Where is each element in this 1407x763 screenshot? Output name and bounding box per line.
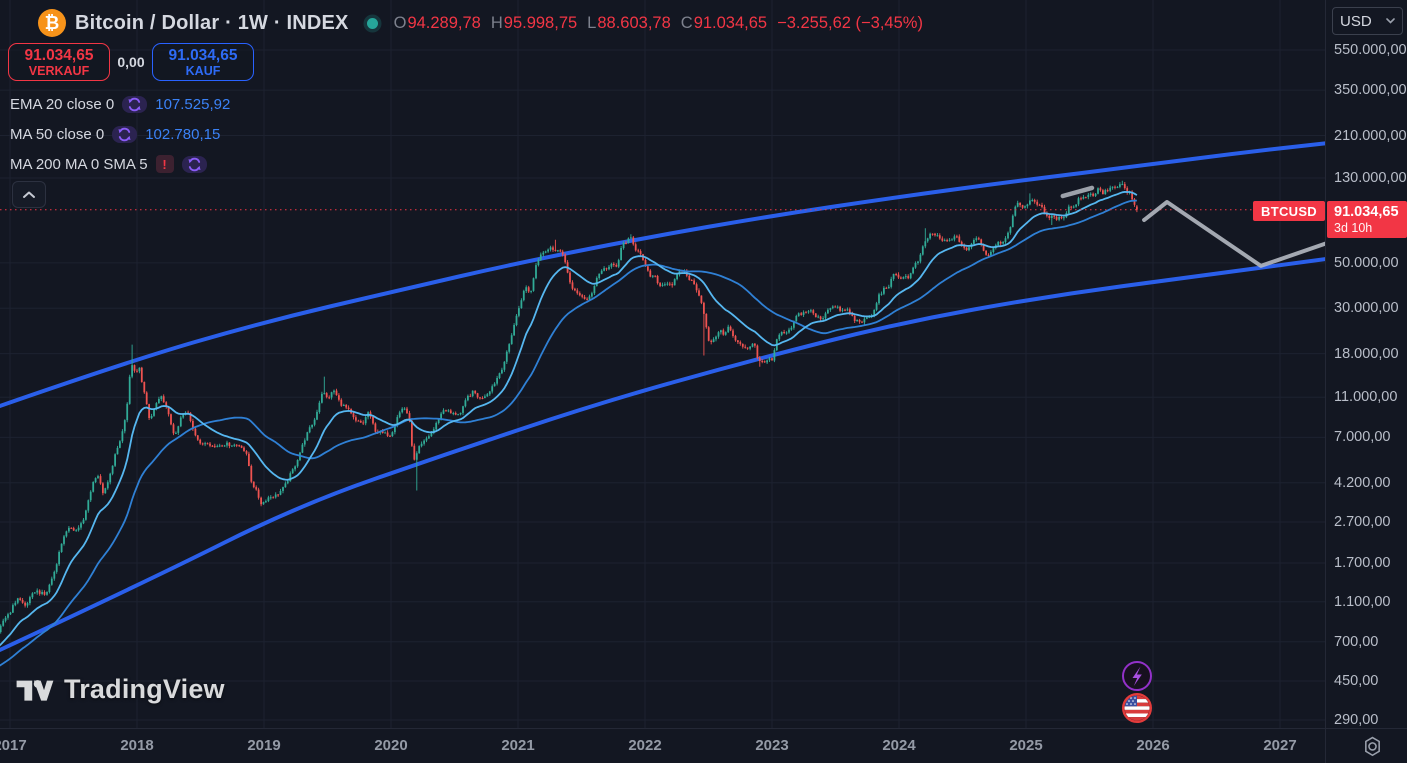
price-axis-label: 450,00 — [1334, 673, 1379, 689]
price-axis-label: 18.000,00 — [1334, 345, 1399, 362]
axis-settings-gear-icon[interactable] — [1360, 734, 1385, 759]
high-value: 95.998,75 — [503, 13, 578, 32]
buy-label: KAUF — [185, 63, 221, 78]
lightning-event-icon[interactable] — [1122, 661, 1152, 691]
close-label: C — [680, 13, 693, 32]
price-axis-label: 210.000,00 — [1334, 127, 1407, 144]
time-axis-year-label: 2025 — [1009, 737, 1043, 754]
price-axis-label: 50.000,00 — [1334, 254, 1399, 271]
sell-price: 91.034,65 — [24, 46, 94, 64]
indicator-name: EMA 20 close 0 — [10, 95, 115, 113]
price-axis-label: 1.700,00 — [1334, 555, 1391, 571]
price-axis-label: 550.000,00 — [1334, 42, 1407, 58]
bitcoin-icon: ₿ — [38, 9, 66, 37]
price-axis-label: 4.200,00 — [1334, 474, 1391, 491]
loading-spinner-icon — [122, 95, 148, 113]
indicator-value: 102.780,15 — [145, 125, 221, 143]
ohlc-readout: O 94.289,78 H 95.998,75 L 88.603,78 C 91.034… — [394, 14, 923, 33]
currency-dropdown[interactable]: USD — [1332, 7, 1403, 35]
price-projection-drawing[interactable] — [1060, 185, 1334, 268]
buy-price: 91.034,65 — [168, 46, 238, 64]
close-value: 91.034,65 — [693, 13, 768, 32]
time-axis-year-label: 2020 — [374, 737, 408, 754]
symbol-title[interactable]: Bitcoin / Dollar · 1W · INDEX — [75, 11, 349, 34]
symbol-header: ₿ Bitcoin / Dollar · 1W · INDEX O 94.289,… — [38, 8, 923, 38]
sell-label: VERKAUF — [28, 63, 90, 78]
current-price-axis-label: 91.034,65 3d 10h — [1327, 201, 1407, 238]
collapse-legend-button[interactable] — [12, 181, 46, 208]
symbol-price-tag[interactable]: BTCUSD — [1253, 201, 1325, 221]
chevron-up-icon — [23, 191, 35, 198]
indicator-row-ema20[interactable]: EMA 20 close 0 107.525,92 — [10, 89, 230, 119]
change-value: −3.255,62 (−3,45%) — [777, 13, 923, 32]
high-label: H — [490, 13, 503, 32]
price-axis-label: 290,00 — [1334, 712, 1379, 728]
chevron-down-icon — [1386, 18, 1395, 24]
candlestick-series — [0, 180, 1138, 634]
time-axis-year-label: 2018 — [120, 737, 154, 754]
moving-average-lines — [0, 191, 1138, 667]
indicator-name: MA 200 MA 0 SMA 5 — [10, 155, 148, 173]
time-axis-year-label: 2021 — [501, 737, 535, 754]
price-axis-label: 1.100,00 — [1334, 593, 1391, 610]
price-axis-label: 700,00 — [1334, 633, 1379, 650]
indicator-row-ma50[interactable]: MA 50 close 0 102.780,15 — [10, 119, 230, 149]
indicator-name: MA 50 close 0 — [10, 125, 105, 143]
open-label: O — [393, 13, 407, 32]
tradingview-logo-icon — [16, 680, 54, 701]
currency-label: USD — [1340, 12, 1372, 30]
price-axis[interactable]: USD 550.000,00 350.000,00 210.000,00 130.00… — [1325, 0, 1407, 728]
current-price: 91.034,65 — [1334, 203, 1399, 220]
tradingview-watermark[interactable]: TradingView — [16, 674, 225, 705]
indicator-error-icon[interactable]: ! — [155, 155, 174, 173]
low-label: L — [587, 13, 597, 32]
price-axis-label: 30.000,00 — [1334, 300, 1399, 317]
loading-spinner-icon — [112, 125, 138, 143]
indicator-legend: EMA 20 close 0 107.525,92 MA 50 close 0 … — [10, 89, 230, 179]
us-flag-event-icon[interactable] — [1121, 693, 1152, 724]
open-value: 94.289,78 — [407, 13, 481, 32]
trade-panel: 91.034,65 VERKAUF 0,00 91.034,65 KAUF — [8, 43, 254, 81]
buy-button[interactable]: 91.034,65 KAUF — [152, 43, 254, 81]
price-axis-label: 7.000,00 — [1334, 429, 1391, 446]
time-axis-year-label: 2017 — [0, 737, 27, 754]
time-axis-year-label: 2027 — [1263, 737, 1297, 754]
spread-value: 0,00 — [117, 54, 145, 70]
bar-countdown: 3d 10h — [1334, 220, 1373, 235]
price-axis-label: 2.700,00 — [1334, 514, 1391, 530]
time-axis-year-label: 2026 — [1136, 737, 1170, 754]
price-axis-label: 130.000,00 — [1334, 170, 1407, 186]
time-axis-year-label: 2024 — [882, 737, 916, 754]
time-axis-year-label: 2019 — [247, 737, 281, 754]
time-axis-year-label: 2023 — [755, 737, 789, 754]
market-status-icon[interactable] — [366, 17, 378, 29]
time-axis-year-label: 2022 — [628, 737, 662, 754]
low-value: 88.603,78 — [597, 13, 671, 32]
indicator-row-ma200[interactable]: MA 200 MA 0 SMA 5 ! — [10, 149, 230, 179]
time-axis[interactable]: 2017 2018 2019 2020 2021 2022 2023 2024 2025 2026… — [0, 728, 1407, 763]
price-axis-label: 11.000,00 — [1334, 389, 1398, 406]
price-axis-label: 350.000,00 — [1334, 82, 1407, 99]
indicator-value: 107.525,92 — [155, 95, 231, 113]
loading-spinner-icon — [181, 155, 207, 173]
watermark-text: TradingView — [64, 674, 225, 704]
axis-corner-divider — [1325, 729, 1326, 763]
sell-button[interactable]: 91.034,65 VERKAUF — [8, 43, 110, 81]
trend-channel-lines[interactable] — [0, 141, 1333, 652]
